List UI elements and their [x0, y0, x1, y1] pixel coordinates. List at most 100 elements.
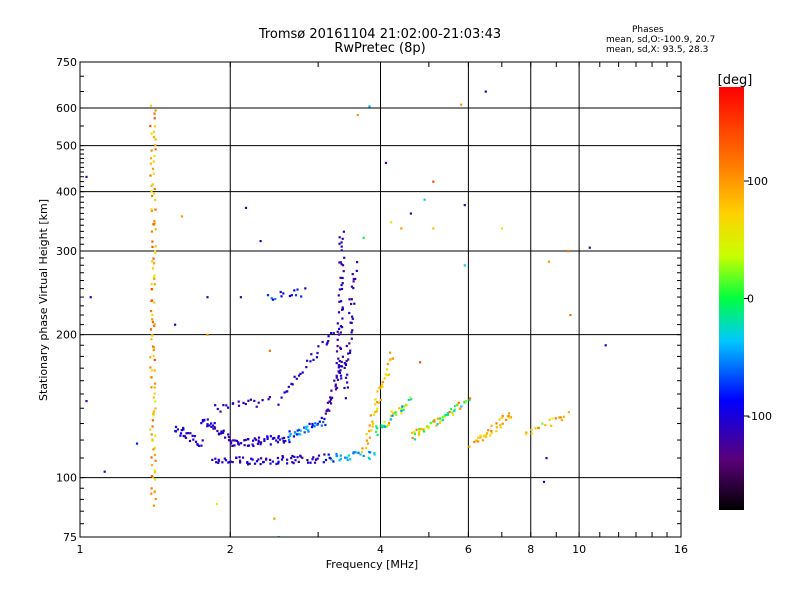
- data-point: [212, 427, 215, 430]
- data-point: [336, 378, 340, 381]
- stats-heading: Phases: [632, 25, 664, 35]
- data-point: [293, 375, 296, 378]
- data-point: [387, 423, 390, 426]
- data-point: [321, 340, 324, 344]
- data-point: [343, 386, 346, 390]
- data-point: [421, 428, 424, 431]
- data-point: [296, 456, 299, 459]
- data-point: [341, 264, 345, 267]
- data-point: [150, 456, 153, 459]
- data-point: [338, 261, 341, 264]
- data-point: [154, 199, 157, 202]
- data-point: [381, 380, 384, 384]
- data-point: [269, 435, 272, 438]
- data-point: [85, 175, 88, 178]
- data-point: [306, 425, 309, 428]
- colorbar-label: [deg]: [718, 73, 753, 88]
- data-point: [153, 192, 156, 195]
- data-point: [375, 425, 378, 428]
- data-point: [525, 431, 528, 434]
- y-tick-label: 500: [56, 140, 77, 153]
- data-point: [391, 414, 394, 417]
- data-point: [342, 270, 345, 273]
- data-point: [154, 459, 157, 462]
- data-point: [309, 461, 312, 464]
- data-point: [203, 418, 206, 421]
- data-point: [220, 430, 223, 433]
- data-point: [311, 424, 314, 427]
- data-point: [265, 458, 268, 461]
- data-point: [154, 228, 157, 231]
- data-point: [423, 198, 426, 201]
- data-point: [554, 417, 557, 420]
- data-point: [562, 415, 566, 418]
- data-point: [217, 461, 220, 464]
- data-point: [350, 331, 353, 334]
- data-point: [336, 455, 339, 458]
- y-tick-label: 400: [56, 186, 77, 199]
- data-point: [362, 236, 365, 239]
- data-point: [150, 338, 153, 341]
- data-point: [152, 257, 155, 260]
- data-point: [525, 433, 528, 436]
- data-point: [354, 451, 357, 454]
- data-point: [291, 461, 294, 464]
- data-point: [287, 436, 290, 439]
- data-point: [189, 432, 192, 435]
- data-point: [451, 413, 454, 416]
- data-point: [479, 436, 482, 439]
- data-point: [401, 405, 404, 408]
- data-point: [339, 369, 342, 372]
- data-point: [372, 413, 376, 416]
- data-point: [339, 276, 342, 279]
- data-point: [299, 455, 302, 458]
- data-point: [390, 410, 393, 413]
- data-point: [327, 340, 330, 343]
- data-point: [222, 429, 225, 432]
- data-point: [362, 454, 365, 457]
- data-point: [153, 117, 156, 120]
- data-point: [376, 427, 379, 430]
- data-point: [339, 454, 342, 457]
- data-point: [283, 436, 286, 439]
- data-point: [275, 439, 278, 442]
- x-axis-label: Frequency [MHz]: [326, 558, 418, 571]
- data-point: [259, 240, 262, 243]
- data-point: [348, 311, 351, 315]
- data-point: [276, 441, 280, 444]
- data-point: [336, 330, 339, 333]
- data-point: [463, 264, 466, 267]
- data-point: [152, 348, 155, 352]
- data-point: [152, 346, 156, 349]
- data-point: [383, 377, 386, 380]
- data-point: [339, 365, 342, 368]
- data-point: [228, 439, 232, 442]
- data-point: [305, 366, 308, 369]
- data-point: [341, 282, 344, 285]
- data-point: [153, 112, 156, 115]
- data-point: [505, 418, 508, 422]
- data-point: [237, 443, 241, 446]
- data-point: [376, 407, 379, 410]
- data-point: [340, 241, 343, 244]
- data-point: [313, 461, 317, 464]
- data-point: [269, 443, 272, 446]
- data-point: [179, 434, 182, 437]
- data-point: [267, 398, 270, 401]
- data-point: [219, 410, 222, 413]
- data-point: [376, 390, 379, 393]
- data-point: [435, 424, 438, 427]
- data-point: [341, 306, 344, 309]
- data-point: [210, 425, 213, 428]
- data-point: [335, 376, 338, 379]
- data-point: [400, 227, 403, 230]
- data-point: [348, 298, 351, 301]
- data-point: [288, 434, 291, 437]
- data-point: [152, 504, 155, 507]
- data-point: [152, 414, 155, 417]
- data-point: [255, 405, 258, 408]
- data-point: [272, 437, 275, 440]
- data-point: [297, 460, 300, 463]
- data-point: [317, 345, 320, 348]
- data-point: [301, 371, 304, 374]
